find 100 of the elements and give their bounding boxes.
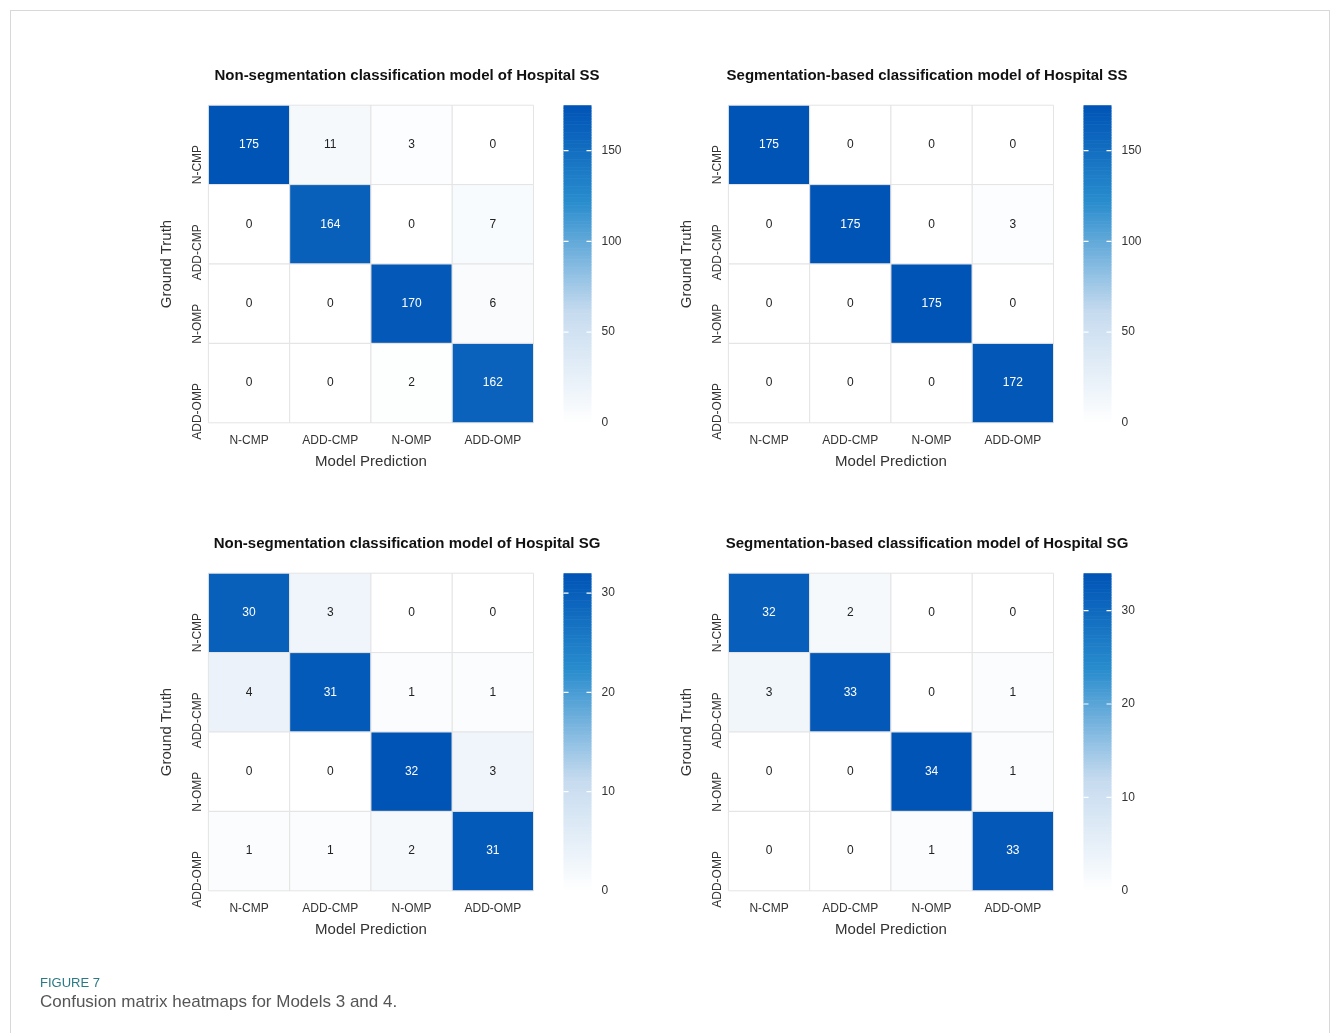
data-label: 0 xyxy=(408,216,416,231)
data-label: 1 xyxy=(928,843,936,858)
data-label: 33 xyxy=(1006,843,1020,858)
x-tick-label: N-CMP xyxy=(229,901,269,916)
x-tick-label: ADD-OMP xyxy=(984,901,1042,916)
data-label: 1 xyxy=(326,843,334,858)
data-label: 32 xyxy=(762,605,777,620)
data-label: 175 xyxy=(759,137,780,152)
data-label: 175 xyxy=(239,137,260,152)
color-bar-label: 150 xyxy=(601,142,622,157)
data-label: 3 xyxy=(489,764,497,779)
text: Confusion matrix heatmaps for Models 3 and 4. xyxy=(40,992,398,1012)
y-axis-title: Ground Truth xyxy=(157,687,175,777)
x-tick-label: ADD-CMP xyxy=(302,901,359,916)
y-axis-title: Ground Truth xyxy=(157,219,175,309)
x-tick-label: N-CMP xyxy=(749,433,789,448)
chart-title: Segmentation-based classification model of Hospital SG xyxy=(725,534,1129,552)
data-label: 0 xyxy=(928,684,936,699)
data-label: 1 xyxy=(408,684,416,699)
data-label: 0 xyxy=(928,375,936,390)
data-label: 0 xyxy=(765,764,773,779)
data-label: 0 xyxy=(846,137,854,152)
data-label: 3 xyxy=(408,137,416,152)
y-tick-label: N-CMP xyxy=(189,612,204,653)
data-label: 2 xyxy=(408,843,416,858)
y-tick-label: N-CMP xyxy=(709,144,724,185)
data-label: 0 xyxy=(846,375,854,390)
data-label: 0 xyxy=(928,216,936,231)
data-label: 11 xyxy=(324,137,337,152)
x-tick-label: ADD-CMP xyxy=(822,433,879,448)
color-bar-label: 20 xyxy=(601,684,616,699)
y-tick-label: N-CMP xyxy=(189,144,204,185)
y-tick-label: ADD-CMP xyxy=(709,692,724,749)
data-label: 164 xyxy=(320,216,341,231)
data-label: 0 xyxy=(765,843,773,858)
data-label: 30 xyxy=(242,605,257,620)
x-tick-label: N-OMP xyxy=(391,433,432,448)
chart-title: Non-segmentation classification model of Hospital SS xyxy=(214,66,600,84)
data-label: 2 xyxy=(846,605,854,620)
color-bar-label: 30 xyxy=(1121,602,1136,617)
y-tick-label: ADD-CMP xyxy=(189,224,204,281)
data-label: 0 xyxy=(245,375,253,390)
data-label: 1 xyxy=(245,843,253,858)
data-label: 1 xyxy=(1009,764,1017,779)
data-label: 31 xyxy=(486,843,500,858)
data-label: 0 xyxy=(245,764,253,779)
y-axis-title: Ground Truth xyxy=(677,219,695,309)
data-label: 33 xyxy=(843,684,858,699)
caption: FIGURE 7 xyxy=(40,975,101,990)
color-bar-label: 10 xyxy=(1121,789,1136,804)
data-label: 0 xyxy=(765,216,773,231)
data-label: 0 xyxy=(765,296,773,311)
data-label: 3 xyxy=(765,684,773,699)
data-label: 0 xyxy=(765,375,773,390)
color-bar-label: 50 xyxy=(601,324,616,339)
y-tick-label: N-OMP xyxy=(189,303,204,344)
color-bar-label: 100 xyxy=(601,233,622,248)
x-tick-label: N-CMP xyxy=(229,433,269,448)
data-label: 0 xyxy=(1009,137,1017,152)
chart-title: Non-segmentation classification model of Hospital SG xyxy=(213,534,601,552)
x-tick-label: ADD-OMP xyxy=(464,433,522,448)
data-label: 0 xyxy=(326,375,334,390)
x-axis-title: Model Prediction xyxy=(315,452,427,470)
color-bar-label: 30 xyxy=(601,585,616,600)
data-label: 0 xyxy=(1009,296,1017,311)
x-tick-label: ADD-CMP xyxy=(302,433,359,448)
color-bar-label: 50 xyxy=(1121,324,1136,339)
data-label: 0 xyxy=(489,605,497,620)
data-label: 0 xyxy=(326,296,334,311)
y-tick-label: ADD-CMP xyxy=(189,692,204,749)
color-bar-label: 0 xyxy=(1121,883,1129,898)
data-label: 0 xyxy=(846,296,854,311)
data-label: 0 xyxy=(408,605,416,620)
data-label: 2 xyxy=(408,375,416,390)
y-axis-title: Ground Truth xyxy=(677,687,695,777)
data-label: 0 xyxy=(489,137,497,152)
y-tick-label: N-OMP xyxy=(709,303,724,344)
data-label: 0 xyxy=(846,843,854,858)
color-bar-label: 10 xyxy=(601,783,616,798)
x-tick-label: N-CMP xyxy=(749,901,789,916)
data-label: 170 xyxy=(401,296,422,311)
data-label: 0 xyxy=(326,764,334,779)
chart-title: Segmentation-based classification model of Hospital SS xyxy=(726,66,1128,84)
data-label: 0 xyxy=(846,764,854,779)
data-label: 1 xyxy=(489,684,497,699)
y-tick-label: N-OMP xyxy=(189,771,204,812)
x-tick-label: ADD-OMP xyxy=(464,901,522,916)
color-bar-label: 20 xyxy=(1121,696,1136,711)
data-label: 7 xyxy=(489,216,497,231)
x-tick-label: N-OMP xyxy=(911,901,952,916)
data-label: 32 xyxy=(404,764,419,779)
x-axis-title: Model Prediction xyxy=(835,452,947,470)
data-label: 4 xyxy=(245,684,253,699)
color-bar-label: 100 xyxy=(1121,233,1142,248)
x-tick-label: ADD-CMP xyxy=(822,901,879,916)
data-label: 3 xyxy=(326,605,334,620)
data-label: 0 xyxy=(928,137,936,152)
color-bar-label: 0 xyxy=(1121,415,1129,430)
color-bar-label: 150 xyxy=(1121,142,1142,157)
data-label: 0 xyxy=(1009,605,1017,620)
